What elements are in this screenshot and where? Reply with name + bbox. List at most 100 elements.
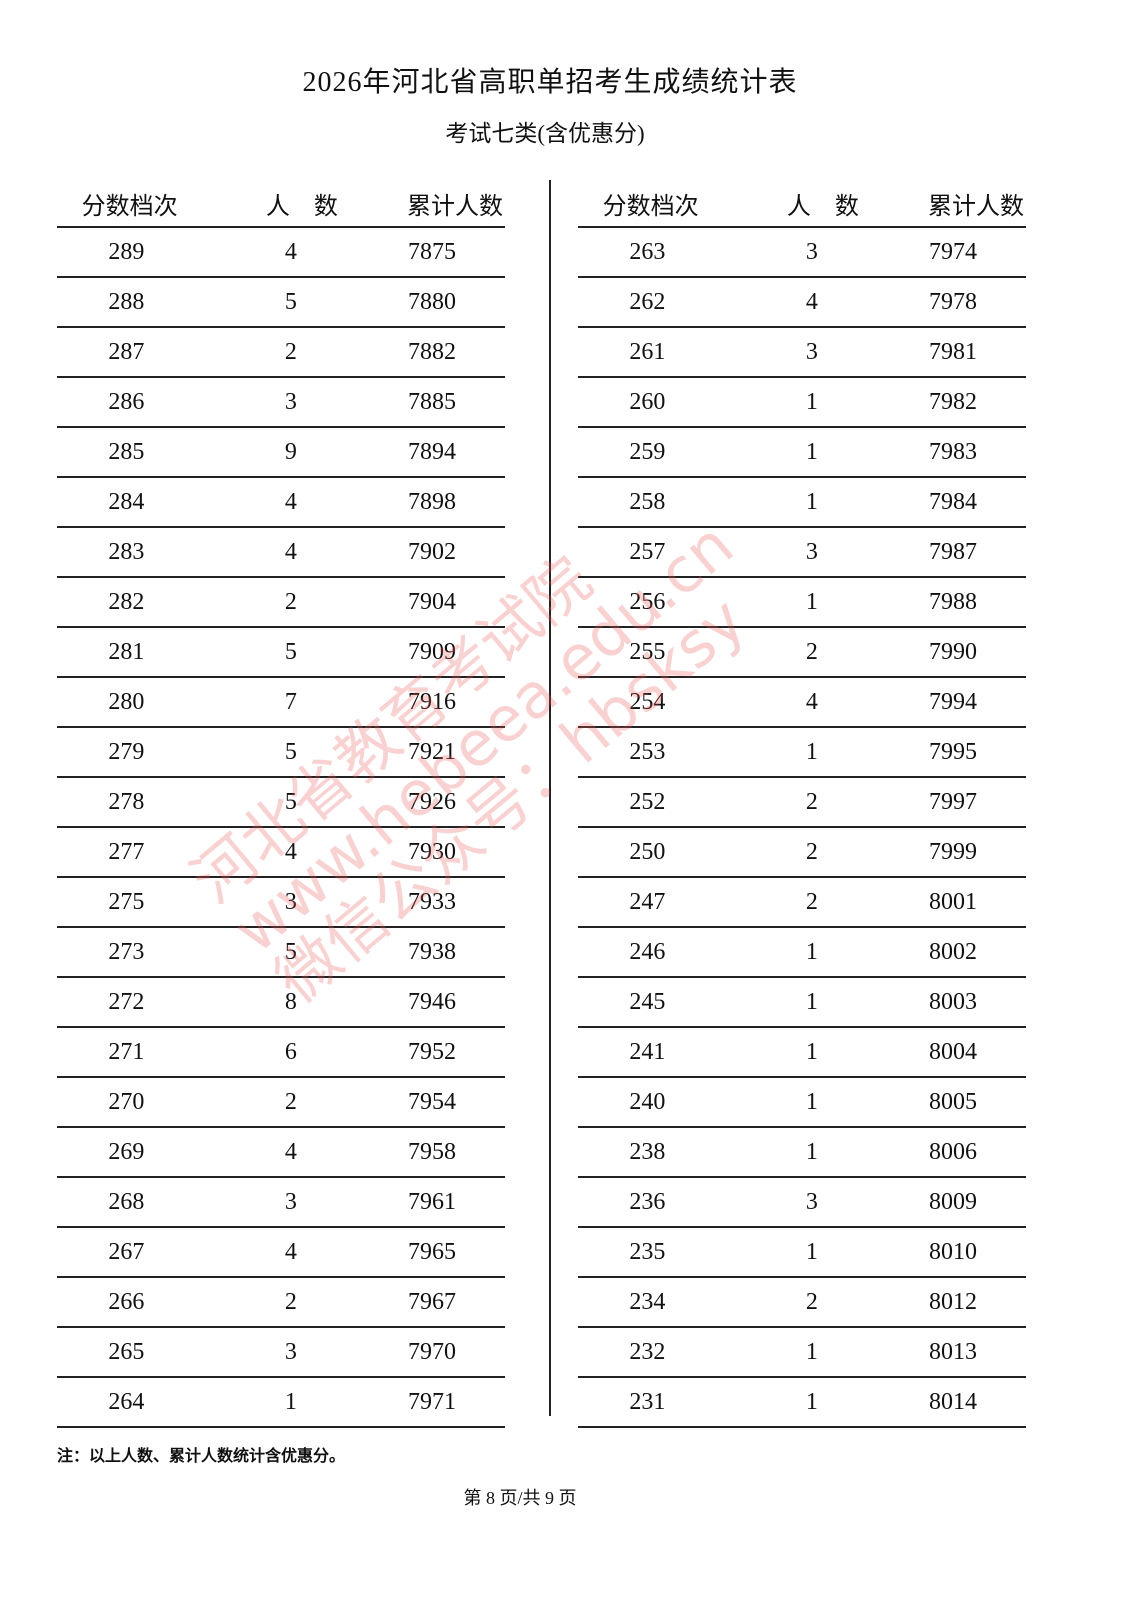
cumulative-cell: 7909 (408, 638, 456, 665)
table-row: 271 6 7952 (57, 1028, 505, 1078)
score-cell: 284 (108, 488, 145, 515)
count-cell: 1 (805, 588, 818, 615)
count-cell: 2 (284, 1288, 297, 1315)
score-cell: 286 (108, 388, 145, 415)
score-cell: 247 (629, 888, 666, 915)
header-score: 分数档次 (602, 193, 699, 220)
count-cell: 8 (284, 988, 297, 1015)
score-cell: 256 (629, 588, 666, 615)
count-cell: 4 (284, 488, 297, 515)
count-cell: 7 (284, 688, 297, 715)
score-cell: 259 (629, 438, 666, 465)
table-row: 277 4 7930 (57, 828, 505, 878)
table-row: 263 3 7974 (578, 228, 1026, 278)
count-cell: 3 (284, 888, 297, 915)
count-cell: 2 (805, 1288, 818, 1315)
cumulative-cell: 7995 (929, 738, 977, 765)
table-row: 285 9 7894 (57, 428, 505, 478)
table-row: 234 2 8012 (578, 1278, 1026, 1328)
score-cell: 264 (108, 1388, 145, 1415)
count-cell: 3 (284, 1188, 297, 1215)
count-cell: 4 (284, 1238, 297, 1265)
score-cell: 238 (629, 1138, 666, 1165)
count-cell: 4 (805, 688, 818, 715)
cumulative-cell: 7952 (408, 1038, 456, 1065)
page-title: 2026年河北省高职单招考生成绩统计表 (302, 67, 798, 98)
header-cumulative: 累计人数 (928, 193, 1024, 220)
table-row: 286 3 7885 (57, 378, 505, 428)
count-cell: 1 (805, 1238, 818, 1265)
score-table-right: 分数档次 人 数 累计人数 263 3 7974 262 4 7978 261 3 7981 26… (578, 180, 1026, 1428)
count-cell: 2 (805, 638, 818, 665)
count-cell: 9 (284, 438, 297, 465)
table-row: 250 2 7999 (578, 828, 1026, 878)
cumulative-cell: 7974 (929, 238, 977, 265)
count-cell: 1 (805, 1088, 818, 1115)
table-row: 247 2 8001 (578, 878, 1026, 928)
count-cell: 5 (284, 738, 297, 765)
score-cell: 236 (629, 1188, 666, 1215)
cumulative-cell: 7990 (929, 638, 977, 665)
table-row: 275 3 7933 (57, 878, 505, 928)
cumulative-cell: 7999 (929, 838, 977, 865)
count-cell: 1 (805, 438, 818, 465)
table-row: 289 4 7875 (57, 228, 505, 278)
score-cell: 246 (629, 938, 666, 965)
score-cell: 285 (108, 438, 145, 465)
score-table-left: 分数档次 人 数 累计人数 289 4 7875 288 5 7880 287 2 7882 28… (57, 180, 505, 1428)
table-row: 256 1 7988 (578, 578, 1026, 628)
score-cell: 231 (629, 1388, 666, 1415)
score-cell: 272 (108, 988, 145, 1015)
score-cell: 240 (629, 1088, 666, 1115)
cumulative-cell: 8004 (929, 1038, 977, 1065)
cumulative-cell: 7926 (408, 788, 456, 815)
count-cell: 5 (284, 288, 297, 315)
score-cell: 279 (108, 738, 145, 765)
cumulative-cell: 8014 (929, 1388, 977, 1415)
count-cell: 6 (284, 1038, 297, 1065)
cumulative-cell: 7970 (408, 1338, 456, 1365)
count-cell: 4 (805, 288, 818, 315)
table-row: 261 3 7981 (578, 328, 1026, 378)
cumulative-cell: 8009 (929, 1188, 977, 1215)
count-cell: 1 (805, 938, 818, 965)
table-row: 238 1 8006 (578, 1128, 1026, 1178)
table-row: 235 1 8010 (578, 1228, 1026, 1278)
table-row: 241 1 8004 (578, 1028, 1026, 1078)
cumulative-cell: 7983 (929, 438, 977, 465)
count-cell: 1 (805, 1138, 818, 1165)
table-row: 257 3 7987 (578, 528, 1026, 578)
cumulative-cell: 7875 (408, 238, 456, 265)
score-cell: 278 (108, 788, 145, 815)
count-cell: 1 (805, 1388, 818, 1415)
table-row: 252 2 7997 (578, 778, 1026, 828)
table-row: 270 2 7954 (57, 1078, 505, 1128)
cumulative-cell: 8013 (929, 1338, 977, 1365)
score-cell: 268 (108, 1188, 145, 1215)
score-cell: 253 (629, 738, 666, 765)
count-cell: 1 (805, 738, 818, 765)
cumulative-cell: 7902 (408, 538, 456, 565)
cumulative-cell: 7971 (408, 1388, 456, 1415)
table-row: 268 3 7961 (57, 1178, 505, 1228)
table-row: 259 1 7983 (578, 428, 1026, 478)
score-cell: 241 (629, 1038, 666, 1065)
cumulative-cell: 7921 (408, 738, 456, 765)
cumulative-cell: 7880 (408, 288, 456, 315)
count-cell: 3 (284, 1338, 297, 1365)
table-row: 262 4 7978 (578, 278, 1026, 328)
table-row: 253 1 7995 (578, 728, 1026, 778)
cumulative-cell: 7994 (929, 688, 977, 715)
table-row: 281 5 7909 (57, 628, 505, 678)
cumulative-cell: 7978 (929, 288, 977, 315)
page-subtitle: 考试七类(含优惠分) (445, 121, 645, 146)
table-row: 232 1 8013 (578, 1328, 1026, 1378)
table-row: 265 3 7970 (57, 1328, 505, 1378)
cumulative-cell: 8005 (929, 1088, 977, 1115)
score-cell: 281 (108, 638, 145, 665)
cumulative-cell: 7958 (408, 1138, 456, 1165)
count-cell: 4 (284, 238, 297, 265)
score-cell: 266 (108, 1288, 145, 1315)
score-cell: 277 (108, 838, 145, 865)
count-cell: 2 (284, 588, 297, 615)
